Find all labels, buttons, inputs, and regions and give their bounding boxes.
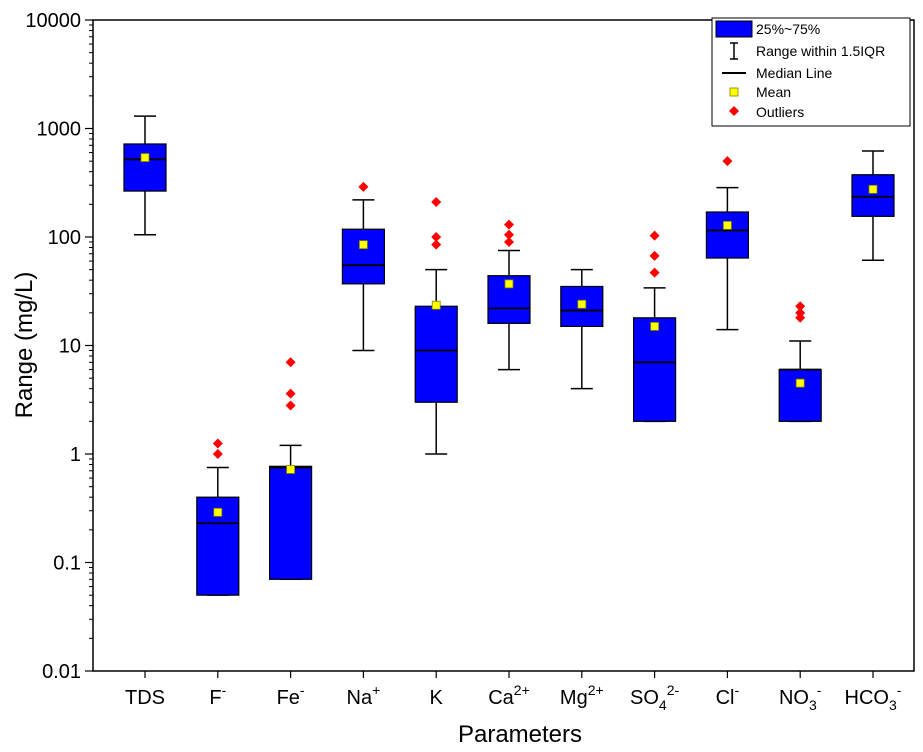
box-group-ca bbox=[487, 219, 531, 371]
legend-median-label: Median Line bbox=[756, 65, 832, 81]
outlier-marker bbox=[285, 357, 296, 368]
x-tick-label: HCO3- bbox=[845, 682, 902, 713]
legend: 25%~75% Range within 1.5IQR Median Line … bbox=[711, 17, 911, 127]
y-tick-label: 10000 bbox=[25, 10, 81, 32]
y-tick-label: 0.01 bbox=[42, 661, 81, 683]
y-tick-label: 10 bbox=[59, 336, 81, 358]
legend-whisker-label: Range within 1.5IQR bbox=[756, 43, 885, 59]
y-tick-label: 0.1 bbox=[53, 553, 81, 575]
iqr-box bbox=[414, 305, 458, 403]
outlier-marker bbox=[795, 301, 806, 312]
x-tick-label: Mg2+ bbox=[560, 682, 604, 709]
plot-content bbox=[123, 115, 895, 596]
x-tick-label: SO42- bbox=[630, 682, 679, 713]
box-group-fe bbox=[269, 357, 313, 581]
box-group-k bbox=[414, 197, 458, 455]
outlier-marker bbox=[649, 230, 660, 241]
outlier-marker bbox=[795, 307, 806, 318]
outlier-marker bbox=[358, 181, 369, 192]
mean-marker bbox=[431, 300, 441, 310]
mean-marker bbox=[723, 220, 732, 230]
outlier-marker bbox=[212, 449, 223, 459]
outlier-marker bbox=[431, 232, 442, 242]
x-tick-label: Fe- bbox=[277, 682, 305, 709]
iqr-box bbox=[123, 143, 167, 192]
x-tick-label: Ca2+ bbox=[488, 682, 530, 709]
box-group-hco bbox=[851, 150, 895, 262]
box-group-cl bbox=[705, 156, 750, 331]
iqr-box bbox=[269, 465, 313, 580]
y-tick-label: 100 bbox=[48, 227, 81, 249]
legend-mean-swatch bbox=[729, 87, 739, 97]
outlier-marker bbox=[212, 438, 223, 449]
iqr-box bbox=[341, 228, 385, 285]
mean-marker bbox=[286, 465, 296, 474]
y-axis-title: Range (mg/L) bbox=[11, 272, 38, 419]
x-tick-label: NO3- bbox=[779, 682, 822, 713]
outlier-marker bbox=[649, 250, 660, 261]
outlier-marker bbox=[431, 197, 442, 208]
outlier-marker bbox=[504, 236, 514, 247]
mean-marker bbox=[140, 153, 150, 162]
box-group-mg bbox=[560, 268, 604, 390]
legend-outlier-swatch bbox=[729, 106, 739, 116]
mean-marker bbox=[358, 240, 368, 250]
box-group-so bbox=[632, 230, 677, 423]
outlier-marker bbox=[285, 400, 296, 411]
legend-outlier-label: Outliers bbox=[756, 104, 804, 120]
x-tick-label: K bbox=[430, 687, 444, 709]
x-tick-label: F- bbox=[209, 682, 226, 709]
outlier-marker bbox=[504, 229, 514, 240]
legend-whisker-swatch bbox=[730, 42, 738, 60]
box-group-f bbox=[196, 438, 240, 596]
mean-marker bbox=[213, 507, 223, 517]
box-group-tds bbox=[123, 115, 167, 236]
mean-marker bbox=[868, 184, 878, 194]
mean-marker bbox=[795, 378, 805, 388]
iqr-box bbox=[560, 285, 604, 327]
x-tick-label: Na+ bbox=[347, 682, 381, 709]
y-tick-label: 1000 bbox=[37, 119, 82, 141]
iqr-box bbox=[778, 368, 822, 422]
mean-marker bbox=[577, 299, 587, 309]
box-group-no bbox=[778, 301, 822, 423]
iqr-box bbox=[851, 174, 895, 217]
y-tick-label: 1 bbox=[70, 444, 81, 466]
iqr-box bbox=[705, 211, 750, 259]
axes: TDS F- Fe- Na+ K Ca2+ Mg2+ SO42- Cl- NO3- HCO3- 0.0… bbox=[25, 10, 915, 713]
x-tick-label: Cl- bbox=[716, 682, 740, 709]
outlier-marker bbox=[722, 156, 733, 167]
mean-marker bbox=[504, 279, 514, 289]
outlier-marker bbox=[504, 219, 514, 230]
mean-marker bbox=[650, 321, 659, 331]
outlier-marker bbox=[431, 239, 442, 250]
legend-box-label: 25%~75% bbox=[756, 21, 820, 37]
legend-box-swatch bbox=[715, 20, 753, 38]
iqr-box bbox=[632, 317, 677, 422]
box-group-na bbox=[341, 181, 385, 352]
outlier-marker bbox=[649, 267, 660, 278]
x-tick-label: TDS bbox=[125, 687, 165, 709]
legend-mean-label: Mean bbox=[756, 84, 791, 100]
x-axis-title: Parameters bbox=[458, 721, 582, 748]
outlier-marker bbox=[285, 388, 296, 399]
